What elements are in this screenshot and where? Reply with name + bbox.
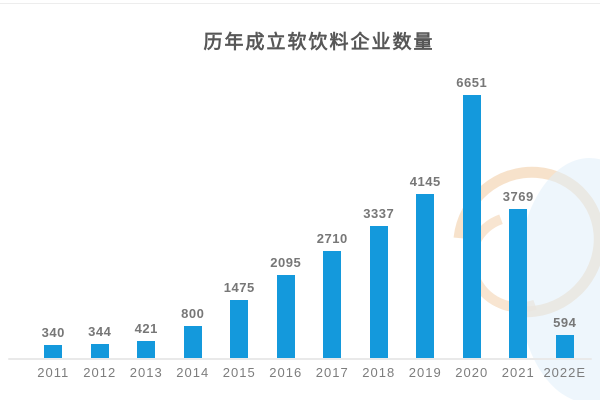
- bar-2012: [90, 344, 109, 358]
- x-tick-2020: 2020: [455, 365, 489, 380]
- bar-value-label: 2710: [316, 231, 348, 246]
- x-tick-2018: 2018: [362, 365, 396, 380]
- bar-2022E: [555, 335, 574, 358]
- x-tick-2011: 2011: [37, 365, 70, 380]
- x-tick-2017: 2017: [315, 365, 349, 380]
- bar-column-2014: 800: [170, 306, 217, 358]
- bar-value-label: 800: [181, 306, 205, 321]
- bar-column-2021: 3769: [495, 189, 542, 358]
- bar-2020: [462, 95, 481, 358]
- bar-2019: [416, 194, 435, 358]
- bar-column-2011: 340: [30, 325, 77, 358]
- bar-value-label: 3769: [502, 189, 534, 204]
- bar-column-2017: 2710: [309, 231, 356, 358]
- bar-column-2019: 4145: [402, 174, 449, 358]
- bar-value-label: 421: [134, 321, 158, 336]
- bar-column-2016: 2095: [263, 255, 310, 358]
- bar-value-label: 4145: [409, 174, 441, 189]
- bar-2016: [276, 275, 295, 358]
- bar-column-2013: 421: [123, 321, 170, 358]
- bar-column-2022E: 594: [542, 315, 589, 358]
- plot-area: 340 344 421 800 1475 2095 2710 3337 4145 6651 3769…: [30, 75, 588, 358]
- x-tick-2014: 2014: [176, 365, 210, 380]
- bar-column-2015: 1475: [216, 280, 263, 358]
- bar-value-label: 6651: [456, 75, 488, 90]
- bar-2017: [323, 251, 342, 358]
- bar-column-2012: 344: [77, 324, 124, 358]
- bar-2018: [369, 226, 388, 358]
- x-tick-2019: 2019: [408, 365, 442, 380]
- bar-value-label: 594: [553, 315, 577, 330]
- x-axis-line: [8, 358, 592, 360]
- x-tick-2012: 2012: [83, 365, 117, 380]
- x-tick-2021: 2021: [501, 365, 535, 380]
- x-tick-2013: 2013: [129, 365, 163, 380]
- x-tick-2022E: 2022E: [543, 365, 587, 380]
- x-tick-2016: 2016: [269, 365, 303, 380]
- bar-value-label: 340: [41, 325, 65, 340]
- bar-value-label: 3337: [363, 206, 395, 221]
- bar-2021: [509, 209, 528, 358]
- chart-title: 历年成立软饮料企业数量: [203, 32, 435, 53]
- bar-column-2020: 6651: [449, 75, 496, 358]
- x-tick-2015: 2015: [222, 365, 256, 380]
- bar-value-label: 2095: [270, 255, 302, 270]
- top-divider-line: [0, 3, 600, 4]
- x-axis-tick-row: 2011 2012 2013 2014 2015 2016 2017 2018 2019 2020…: [30, 365, 588, 380]
- bar-value-label: 1475: [223, 280, 255, 295]
- bar-value-label: 344: [88, 324, 112, 339]
- bar-2014: [183, 326, 202, 358]
- bar-2013: [137, 341, 156, 358]
- bar-2011: [44, 345, 63, 358]
- bar-2015: [230, 300, 249, 358]
- bar-column-2018: 3337: [356, 206, 403, 358]
